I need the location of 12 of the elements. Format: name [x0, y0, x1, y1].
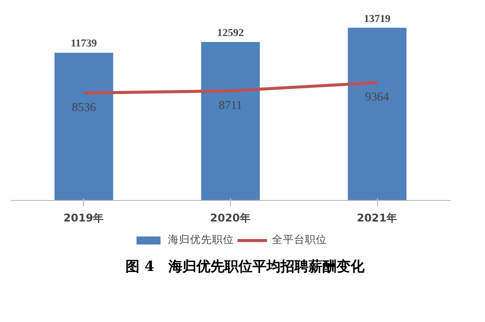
- text: 图 4 海归优先职位平均招聘薪酬变化: [126, 258, 364, 277]
- x-tick-label: 2021年: [356, 212, 398, 224]
- data-label: 9364: [365, 90, 390, 104]
- data-label: 11739: [70, 38, 97, 50]
- x-tick-label: 2019年: [64, 212, 104, 224]
- legend-label: 海归优先职位: [168, 233, 234, 247]
- x-tick-label: 2020年: [210, 212, 251, 224]
- data-label: 13719: [364, 14, 390, 25]
- data-label: 12592: [217, 28, 244, 39]
- data-label: 8711: [218, 98, 242, 112]
- legend-label: 全平台职位: [272, 233, 327, 247]
- data-label: 8536: [72, 100, 96, 114]
